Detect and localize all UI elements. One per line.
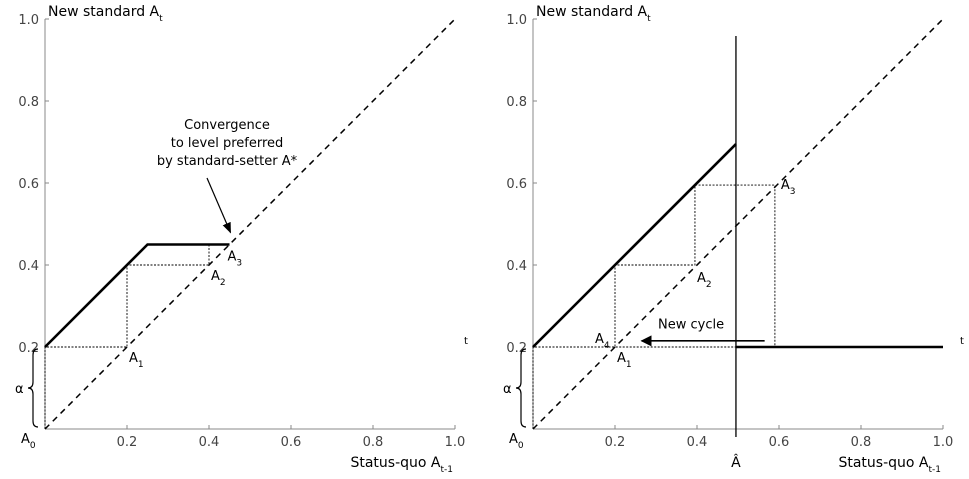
cobweb-path xyxy=(532,184,776,429)
convergence-arrow xyxy=(206,177,232,234)
alpha-label: α xyxy=(15,382,24,397)
y-tick-label: 0.4 xyxy=(18,259,39,274)
x-tick-label: 0.4 xyxy=(199,435,220,450)
y-tick-label: 1.0 xyxy=(18,13,39,28)
point-label-a1: A1 xyxy=(129,351,144,370)
y-tick-label: 0.2 xyxy=(18,341,39,356)
x-tick-label: 0.6 xyxy=(769,435,790,450)
diagonal-45-line xyxy=(532,18,944,430)
right-panel: 0.2 0.4 0.6 0.8 1.0 0.2 0.4 0.6 0.8 1.0 New standa… xyxy=(503,4,964,475)
convergence-annotation-line: by standard-setter A* xyxy=(157,154,298,169)
x-tick-label: 0.8 xyxy=(851,435,872,450)
alpha-label: α xyxy=(503,382,512,397)
y-axis-label: New standard At xyxy=(48,4,163,24)
left-panel: 0.2 0.4 0.6 0.8 1.0 0.2 0.4 0.6 0.8 1.0 New standa… xyxy=(15,4,468,475)
stray-t-label: t xyxy=(960,336,964,347)
x-tick-label: 0.8 xyxy=(363,435,384,450)
new-cycle-label: New cycle xyxy=(658,318,724,333)
y-tick-label: 0.2 xyxy=(506,341,527,356)
convergence-annotation-line: Convergence xyxy=(184,118,270,133)
point-label-a0: A0 xyxy=(21,432,36,451)
y-tick-label: 0.8 xyxy=(18,95,39,110)
point-label-a3: A3 xyxy=(228,250,243,269)
y-axis-label: New standard At xyxy=(536,4,651,24)
x-axis-label: Status-quo At-1 xyxy=(350,455,453,475)
point-label-a3: A3 xyxy=(781,178,796,197)
y-tick-label: 0.6 xyxy=(18,177,39,192)
y-tick-label: 0.8 xyxy=(506,95,527,110)
a-hat-label: Â xyxy=(731,453,741,471)
point-label-a4: A4 xyxy=(595,332,610,351)
y-tick-label: 1.0 xyxy=(506,13,527,28)
x-axis-label: Status-quo At-1 xyxy=(838,455,941,475)
cobweb-path xyxy=(44,244,230,429)
alpha-brace xyxy=(515,348,527,428)
convergence-annotation-line: to level preferred xyxy=(171,136,284,151)
x-tick-label: 0.6 xyxy=(281,435,302,450)
x-tick-label: 1.0 xyxy=(933,435,954,450)
alpha-brace xyxy=(27,348,39,428)
point-label-a0: A0 xyxy=(509,432,524,451)
point-label-a1: A1 xyxy=(617,351,632,370)
diagonal-45-line xyxy=(44,18,456,430)
reaction-function-line xyxy=(44,243,230,348)
x-tick-label: 0.2 xyxy=(605,435,626,450)
reaction-function-line xyxy=(532,143,737,348)
point-label-a2: A2 xyxy=(697,271,712,290)
y-tick-label: 0.6 xyxy=(506,177,527,192)
point-label-a2: A2 xyxy=(211,269,226,288)
x-tick-label: 0.2 xyxy=(117,435,138,450)
x-tick-label: 0.4 xyxy=(687,435,708,450)
y-tick-label: 0.4 xyxy=(506,259,527,274)
x-tick-label: 1.0 xyxy=(445,435,466,450)
stray-t-label: t xyxy=(464,336,468,347)
